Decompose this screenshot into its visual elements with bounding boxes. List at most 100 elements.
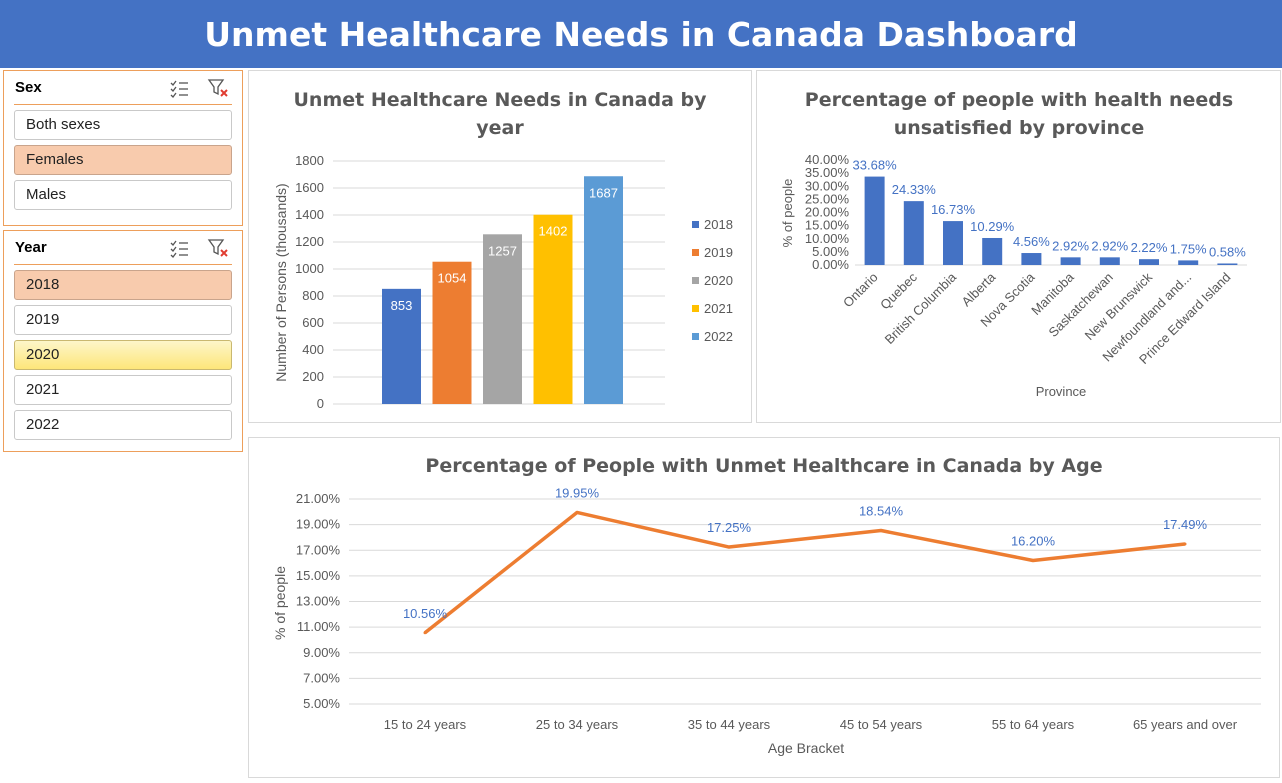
y-tick-label: 11.00% [297, 619, 341, 634]
sex-slicer: Sex Both sexes Females Males [3, 70, 243, 226]
y-tick-label: 35.00% [805, 165, 850, 180]
y-tick-label: 5.00% [812, 244, 849, 259]
y-tick-label: 21.00% [296, 491, 341, 506]
bar-value-label: 2.92% [1052, 238, 1089, 253]
y-tick-label: 7.00% [303, 670, 340, 685]
slicer-item-2018[interactable]: 2018 [14, 270, 232, 300]
y-tick-label: 5.00% [303, 696, 340, 711]
multi-select-icon[interactable] [168, 237, 190, 259]
y-tick-label: 20.00% [805, 205, 850, 220]
age-chart-panel[interactable]: Percentage of People with Unmet Healthca… [248, 437, 1280, 778]
bar-value-label: 33.68% [853, 158, 898, 173]
bar-value-label: 853 [391, 298, 413, 313]
province-bar-chart: Percentage of people with health needs un… [780, 89, 1247, 399]
bar-value-label: 0.58% [1209, 244, 1246, 259]
y-tick-label: 200 [302, 369, 324, 384]
clear-filter-icon[interactable] [207, 237, 229, 259]
year-slicer-header: Year [14, 231, 232, 265]
point-value-label: 17.25% [707, 520, 752, 535]
line-point [575, 510, 579, 514]
dashboard-title: Unmet Healthcare Needs in Canada Dashboa… [0, 0, 1282, 68]
point-value-label: 19.95% [555, 485, 600, 500]
y-tick-label: 0.00% [812, 257, 849, 272]
y-tick-label: 1200 [295, 234, 324, 249]
legend-swatch [692, 221, 699, 228]
y-tick-label: 1600 [295, 180, 324, 195]
bar-value-label: 1054 [438, 271, 467, 286]
line-point [1031, 559, 1035, 562]
slicer-item-females[interactable]: Females [14, 145, 232, 175]
bar-value-label: 16.73% [931, 202, 976, 217]
point-value-label: 10.56% [403, 606, 448, 621]
year-slicer-title: Year [15, 239, 47, 256]
x-tick-label: New Brunswick [1082, 269, 1156, 343]
y-tick-label: 10.00% [805, 231, 850, 246]
point-value-label: 18.54% [859, 504, 904, 519]
y-axis-title: Number of Persons (thousands) [273, 183, 289, 381]
bar-value-label: 2.22% [1131, 240, 1168, 255]
x-tick-label: British Columbia [882, 269, 960, 347]
y-tick-label: 1000 [295, 261, 324, 276]
y-tick-label: 0 [317, 396, 324, 411]
y-tick-label: 800 [302, 288, 324, 303]
legend-entry: 2020 [704, 273, 733, 288]
multi-select-icon[interactable] [168, 77, 190, 99]
slicer-item-2020[interactable]: 2020 [14, 340, 232, 370]
year-chart-panel[interactable]: Unmet Healthcare Needs in Canada by year 0… [248, 70, 752, 423]
x-tick-label: Ontario [840, 270, 881, 311]
chart-title: year [476, 117, 524, 139]
slicer-item-males[interactable]: Males [14, 180, 232, 210]
legend-swatch [692, 333, 699, 340]
sex-slicer-header: Sex [14, 71, 232, 105]
age-line-chart: Percentage of People with Unmet Healthca… [272, 455, 1261, 756]
y-axis-title: % of people [272, 566, 288, 640]
bar [533, 214, 573, 404]
y-tick-label: 30.00% [805, 178, 850, 193]
line-point [879, 529, 883, 533]
year-bar-chart: Unmet Healthcare Needs in Canada by year 0… [273, 89, 733, 411]
clear-filter-icon[interactable] [207, 77, 229, 99]
y-axis-title: % of people [780, 179, 795, 248]
y-tick-label: 15.00% [805, 218, 850, 233]
y-tick-label: 19.00% [296, 517, 341, 532]
x-tick-label: 15 to 24 years [384, 717, 467, 732]
y-tick-label: 9.00% [303, 645, 340, 660]
bar-value-label: 1.75% [1170, 241, 1207, 256]
y-tick-label: 25.00% [805, 191, 850, 206]
bar [943, 221, 963, 265]
bar [1139, 259, 1159, 265]
line-point [727, 545, 731, 549]
y-tick-label: 15.00% [296, 568, 341, 583]
bar [483, 234, 522, 404]
y-tick-label: 17.00% [296, 542, 341, 557]
point-value-label: 16.20% [1011, 534, 1056, 549]
y-tick-label: 1800 [295, 153, 324, 168]
slicer-item-both-sexes[interactable]: Both sexes [14, 110, 232, 140]
x-tick-label: 25 to 34 years [536, 717, 619, 732]
slicer-item-2019[interactable]: 2019 [14, 305, 232, 335]
chart-title: Percentage of people with health needs [805, 89, 1233, 111]
x-tick-label: 55 to 64 years [992, 717, 1075, 732]
bar-value-label: 4.56% [1013, 234, 1050, 249]
y-tick-label: 400 [302, 342, 324, 357]
y-tick-label: 1400 [295, 207, 324, 222]
bar [382, 288, 421, 404]
legend-swatch [692, 305, 699, 312]
bar-value-label: 1402 [539, 224, 568, 239]
legend-entry: 2019 [704, 245, 733, 260]
line-series [423, 510, 1186, 635]
point-value-label: 17.49% [1163, 517, 1208, 532]
legend-entry: 2018 [704, 217, 733, 232]
y-tick-label: 600 [302, 315, 324, 330]
x-axis-title: Age Bracket [768, 740, 844, 756]
bar [1021, 253, 1042, 265]
y-tick-label: 13.00% [296, 594, 341, 609]
bar [1178, 260, 1199, 265]
x-tick-label: 35 to 44 years [688, 717, 771, 732]
x-axis-title: Province [1036, 384, 1087, 399]
slicer-item-2022[interactable]: 2022 [14, 410, 232, 440]
province-chart-panel[interactable]: Percentage of people with health needs un… [756, 70, 1281, 423]
bar-value-label: 1257 [488, 243, 517, 258]
slicer-item-2021[interactable]: 2021 [14, 375, 232, 405]
bar [982, 237, 1003, 265]
